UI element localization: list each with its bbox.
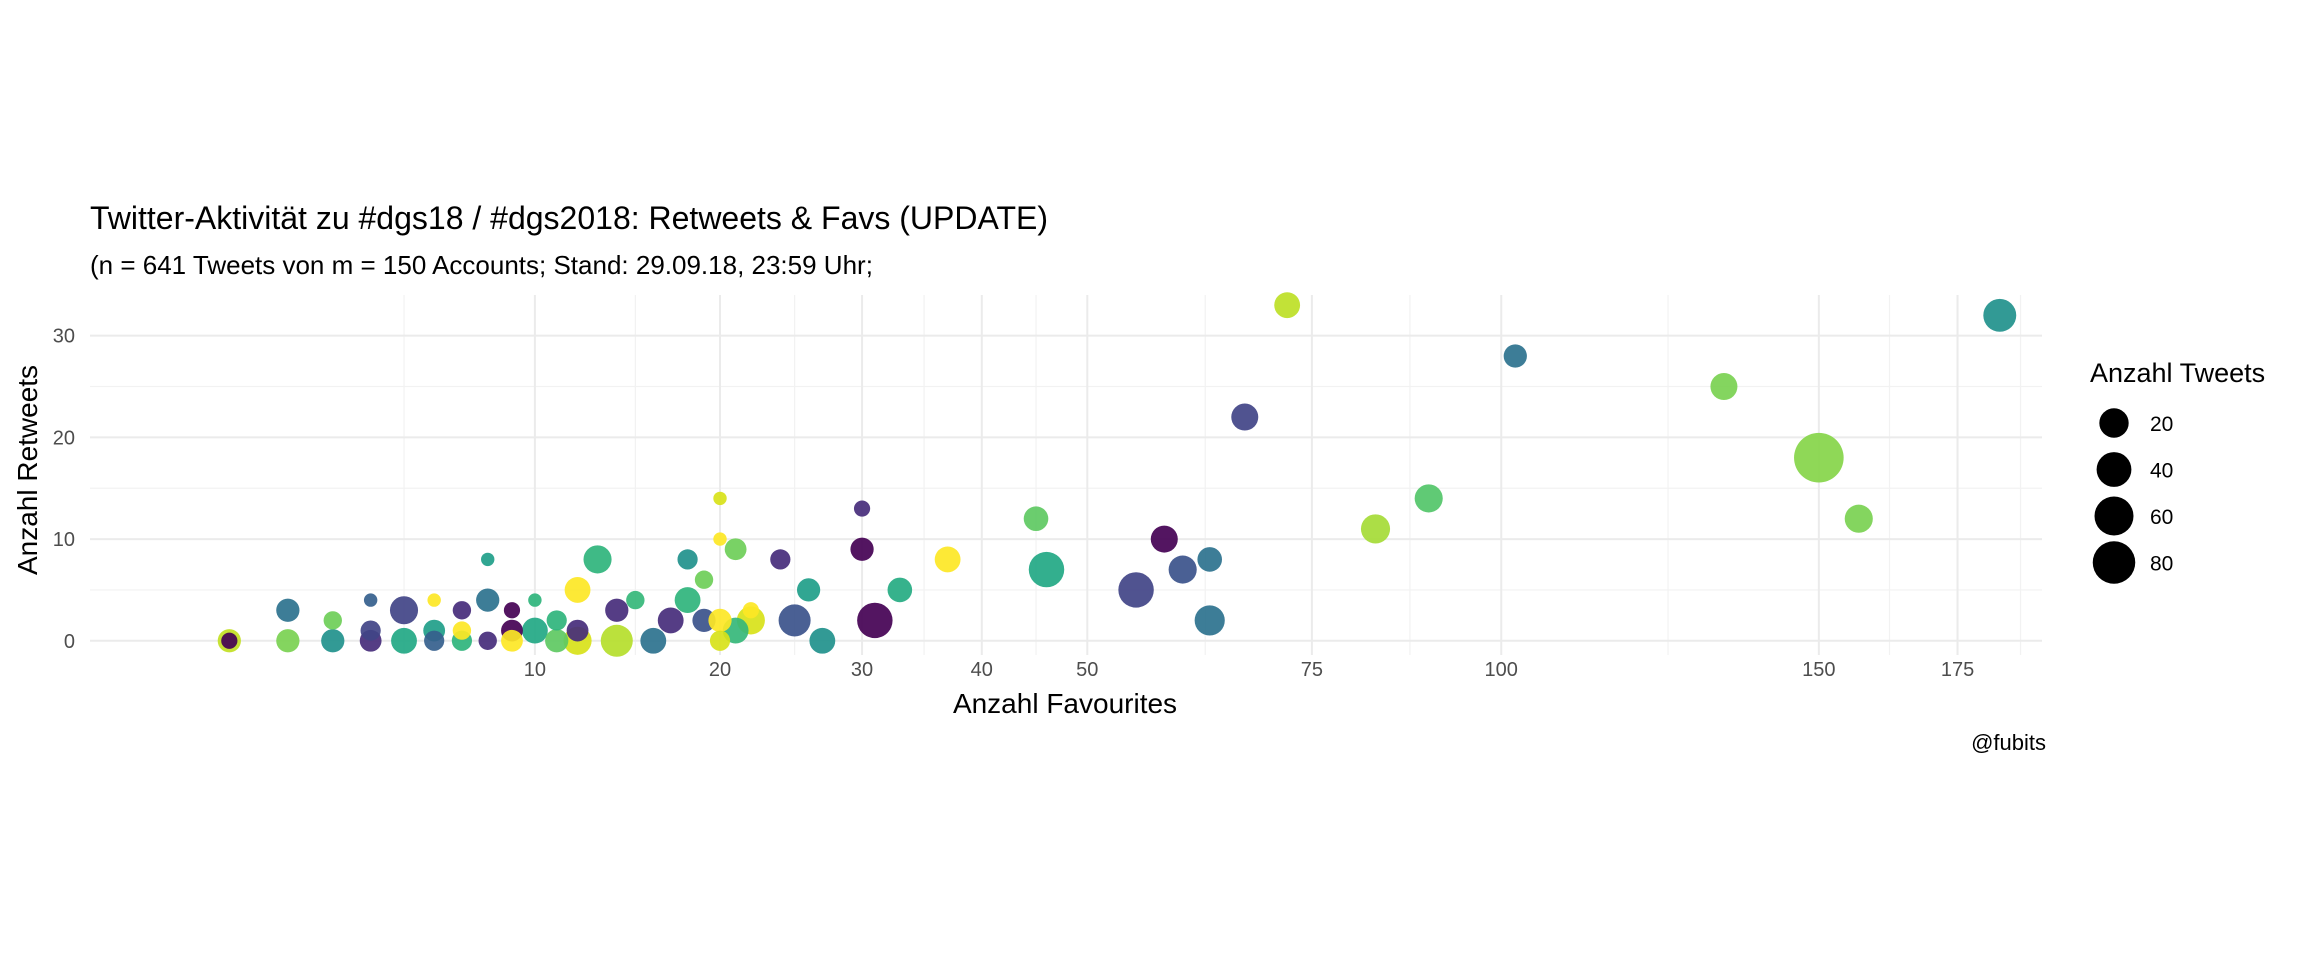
chart-subtitle: (n = 641 Tweets von m = 150 Accounts; St… xyxy=(90,250,873,280)
data-point xyxy=(1150,525,1178,553)
x-tick-label: 50 xyxy=(1076,659,1098,681)
data-point xyxy=(1231,403,1259,431)
data-point xyxy=(692,608,716,633)
data-point xyxy=(674,587,701,614)
data-point xyxy=(424,630,445,651)
data-point xyxy=(605,598,629,622)
data-point xyxy=(1414,484,1443,513)
data-point xyxy=(1274,292,1301,319)
data-point xyxy=(694,570,714,589)
grid-lines xyxy=(90,295,2042,655)
data-point xyxy=(323,611,342,630)
data-point xyxy=(724,538,747,561)
data-point xyxy=(796,578,821,602)
y-axis-tick-labels: 0 10 20 30 xyxy=(53,326,75,653)
y-axis-title: Anzahl Retweets xyxy=(12,365,43,575)
x-tick-label: 20 xyxy=(709,659,731,681)
data-point xyxy=(708,608,732,633)
legend-key xyxy=(2096,452,2132,487)
data-point xyxy=(857,602,893,639)
data-point xyxy=(564,576,591,603)
data-points xyxy=(217,292,2017,657)
data-point xyxy=(600,624,633,657)
legend-title: Anzahl Tweets xyxy=(2090,358,2265,388)
data-point xyxy=(934,546,961,573)
data-point xyxy=(657,607,684,634)
legend: Anzahl Tweets 20 40 60 80 xyxy=(2090,358,2265,584)
y-tick-label: 10 xyxy=(53,529,75,551)
data-point xyxy=(481,552,495,567)
legend-items: 20 40 60 80 xyxy=(2092,408,2173,584)
data-point xyxy=(770,549,791,570)
data-point xyxy=(713,532,727,546)
data-point xyxy=(427,593,441,607)
y-tick-label: 20 xyxy=(53,427,75,449)
data-point xyxy=(391,627,417,654)
x-tick-label: 150 xyxy=(1802,659,1835,681)
data-point xyxy=(221,632,238,649)
legend-label: 20 xyxy=(2150,413,2173,436)
data-point xyxy=(709,630,731,651)
x-tick-label: 30 xyxy=(851,659,873,681)
x-axis-tick-labels: 10 20 30 40 50 75 100 150 175 xyxy=(524,659,1974,681)
data-point xyxy=(778,604,811,637)
x-axis-title: Anzahl Favourites xyxy=(953,688,1177,719)
data-point xyxy=(528,593,542,607)
chart-title: Twitter-Aktivität zu #dgs18 / #dgs2018: … xyxy=(90,200,1048,236)
data-point xyxy=(363,593,378,607)
data-point xyxy=(583,545,612,574)
x-tick-label: 175 xyxy=(1941,659,1974,681)
data-point xyxy=(521,617,548,644)
data-point xyxy=(850,537,874,561)
data-point xyxy=(321,629,345,653)
y-tick-label: 0 xyxy=(64,631,75,653)
data-point xyxy=(677,549,698,570)
data-point xyxy=(626,590,645,610)
data-point xyxy=(887,577,913,603)
data-point xyxy=(640,627,667,654)
data-point xyxy=(1197,547,1223,572)
data-point xyxy=(1794,432,1844,483)
data-point xyxy=(1168,555,1197,584)
legend-label: 40 xyxy=(2150,460,2173,483)
y-tick-label: 30 xyxy=(53,326,75,348)
data-point xyxy=(853,500,871,517)
data-point xyxy=(1118,572,1154,608)
data-point xyxy=(742,602,759,619)
legend-label: 80 xyxy=(2150,553,2173,576)
data-point xyxy=(276,598,300,622)
data-point xyxy=(389,596,419,625)
legend-key xyxy=(2092,541,2136,584)
data-point xyxy=(1710,373,1738,401)
data-point xyxy=(809,627,836,654)
data-point xyxy=(452,621,472,640)
data-point xyxy=(1194,605,1225,636)
data-point xyxy=(1503,344,1527,368)
caption: @fubits xyxy=(1971,730,2046,755)
data-point xyxy=(1023,506,1049,532)
data-point xyxy=(545,629,569,653)
data-point xyxy=(360,620,381,641)
data-point xyxy=(501,629,523,652)
data-point xyxy=(1028,551,1065,588)
x-tick-label: 75 xyxy=(1301,659,1323,681)
data-point xyxy=(503,602,521,619)
data-point xyxy=(476,588,500,612)
data-point xyxy=(478,631,497,650)
data-point xyxy=(276,629,300,653)
x-tick-label: 10 xyxy=(524,659,546,681)
x-tick-label: 40 xyxy=(971,659,993,681)
x-tick-label: 100 xyxy=(1485,659,1518,681)
data-point xyxy=(452,601,472,620)
legend-label: 60 xyxy=(2150,506,2173,529)
data-point xyxy=(1983,298,2017,332)
data-point xyxy=(546,610,567,631)
data-point xyxy=(566,619,589,642)
data-point xyxy=(713,491,727,506)
data-point xyxy=(1360,514,1391,544)
legend-key xyxy=(2099,408,2129,438)
legend-key xyxy=(2094,496,2134,536)
data-point xyxy=(1844,504,1873,533)
